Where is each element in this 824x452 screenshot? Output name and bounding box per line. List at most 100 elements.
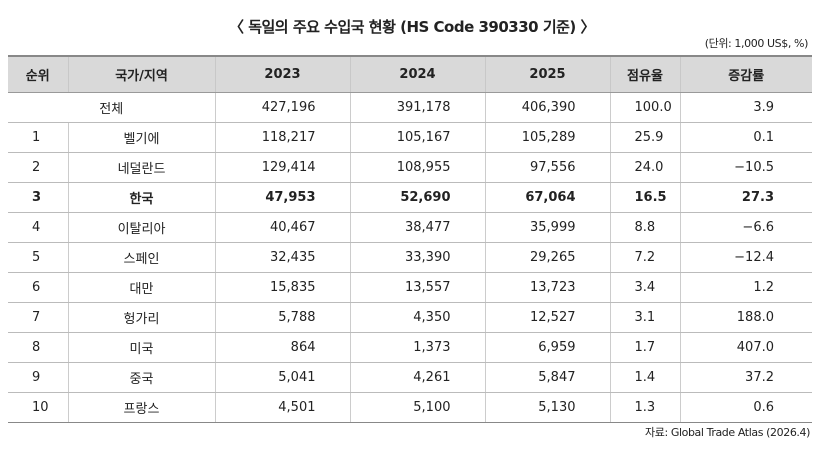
table-body: 전체 427,196 391,178 406,390 100.0 3.9 1 벨기에 118,2… [8,92,812,423]
cell: 5,041 [214,362,350,393]
cell: 1.2 [679,272,812,303]
cell: 12,527 [484,302,610,333]
header-cell: 증감률 [679,55,812,93]
data-row: 8 미국 864 1,373 6,959 1.7 407.0 [8,332,812,363]
header-cell: 순위 [8,55,68,93]
cell: 2 [8,152,68,183]
cell: 37.2 [679,362,812,393]
cell: 네덜란드 [67,152,215,183]
cell: 118,217 [214,122,350,153]
header-cell: 점유율 [609,55,680,93]
title: 〈 독일의 주요 수입국 현황 (HS Code 390330 기준) 〉 [228,18,596,36]
cell: 1.3 [609,392,680,423]
cell: 105,167 [349,122,485,153]
data-row: 6 대만 15,835 13,557 13,723 3.4 1.2 [8,272,812,303]
cell: 35,999 [484,212,610,243]
cell: 4,350 [349,302,485,333]
cell: 97,556 [484,152,610,183]
cell: 13,723 [484,272,610,303]
cell: 4 [8,212,68,243]
data-row: 5 스페인 32,435 33,390 29,265 7.2 −12.4 [8,242,812,273]
cell: 이탈리아 [67,212,215,243]
cell: 7.2 [609,242,680,273]
cell: −10.5 [679,152,812,183]
data-row: 1 벨기에 118,217 105,167 105,289 25.9 0.1 [8,122,812,153]
cell: −6.6 [679,212,812,243]
data-row: 7 헝가리 5,788 4,350 12,527 3.1 188.0 [8,302,812,333]
cell: 4,261 [349,362,485,393]
cell: 5,788 [214,302,350,333]
cell: 9 [8,362,68,393]
header-row: 순위 국가/지역 2023 2024 2025 점유율 증감률 [8,55,812,93]
cell: 5,100 [349,392,485,423]
unit-note: (단위: 1,000 US$, %) [704,37,809,50]
cell: 전체 [8,92,215,123]
cell: 33,390 [349,242,485,273]
cell: 25.9 [609,122,680,153]
header-cell: 2023 [214,55,350,93]
cell: 0.6 [679,392,812,423]
header-cell: 2024 [349,55,485,93]
data-row: 2 네덜란드 129,414 108,955 97,556 24.0 −10.5 [8,152,812,183]
cell: 108,955 [349,152,485,183]
cell: 188.0 [679,302,812,333]
cell: 47,953 [214,182,350,213]
total-row: 전체 427,196 391,178 406,390 100.0 3.9 [8,92,812,123]
cell: 32,435 [214,242,350,273]
data-row: 3 한국 47,953 52,690 67,064 16.5 27.3 [8,182,812,213]
cell: 한국 [67,182,215,213]
cell: 100.0 [609,92,680,123]
cell: 1,373 [349,332,485,363]
cell: 5 [8,242,68,273]
cell: 129,414 [214,152,350,183]
cell: 3.9 [679,92,812,123]
cell: 24.0 [609,152,680,183]
cell: 미국 [67,332,215,363]
cell: 67,064 [484,182,610,213]
cell: 1.7 [609,332,680,363]
cell: 8 [8,332,68,363]
cell: 6 [8,272,68,303]
cell: 벨기에 [67,122,215,153]
cell: 프랑스 [67,392,215,423]
data-row: 10 프랑스 4,501 5,100 5,130 1.3 0.6 [8,392,812,423]
cell: 1 [8,122,68,153]
cell: 3 [8,182,68,213]
cell: 29,265 [484,242,610,273]
cell: 406,390 [484,92,610,123]
header-cell: 국가/지역 [67,55,215,93]
cell: 10 [8,392,68,423]
cell: 3.4 [609,272,680,303]
data-row: 4 이탈리아 40,467 38,477 35,999 8.8 −6.6 [8,212,812,243]
cell: 40,467 [214,212,350,243]
cell: 27.3 [679,182,812,213]
cell: 15,835 [214,272,350,303]
cell: 중국 [67,362,215,393]
cell: 52,690 [349,182,485,213]
cell: 13,557 [349,272,485,303]
cell: 105,289 [484,122,610,153]
cell: 3.1 [609,302,680,333]
cell: 16.5 [609,182,680,213]
cell: 5,847 [484,362,610,393]
cell: 스페인 [67,242,215,273]
cell: 7 [8,302,68,333]
cell: 5,130 [484,392,610,423]
source-note: 자료: Global Trade Atlas (2026.4) [645,426,810,439]
cell: −12.4 [679,242,812,273]
cell: 0.1 [679,122,812,153]
cell: 391,178 [349,92,485,123]
cell: 1.4 [609,362,680,393]
cell: 8.8 [609,212,680,243]
import-table: 순위 국가/지역 2023 2024 2025 점유율 증감률 전체 427,196 391,1… [8,55,812,423]
cell: 864 [214,332,350,363]
cell: 6,959 [484,332,610,363]
header-cell: 2025 [484,55,610,93]
data-row: 9 중국 5,041 4,261 5,847 1.4 37.2 [8,362,812,393]
cell: 38,477 [349,212,485,243]
cell: 헝가리 [67,302,215,333]
cell: 4,501 [214,392,350,423]
cell: 407.0 [679,332,812,363]
cell: 대만 [67,272,215,303]
